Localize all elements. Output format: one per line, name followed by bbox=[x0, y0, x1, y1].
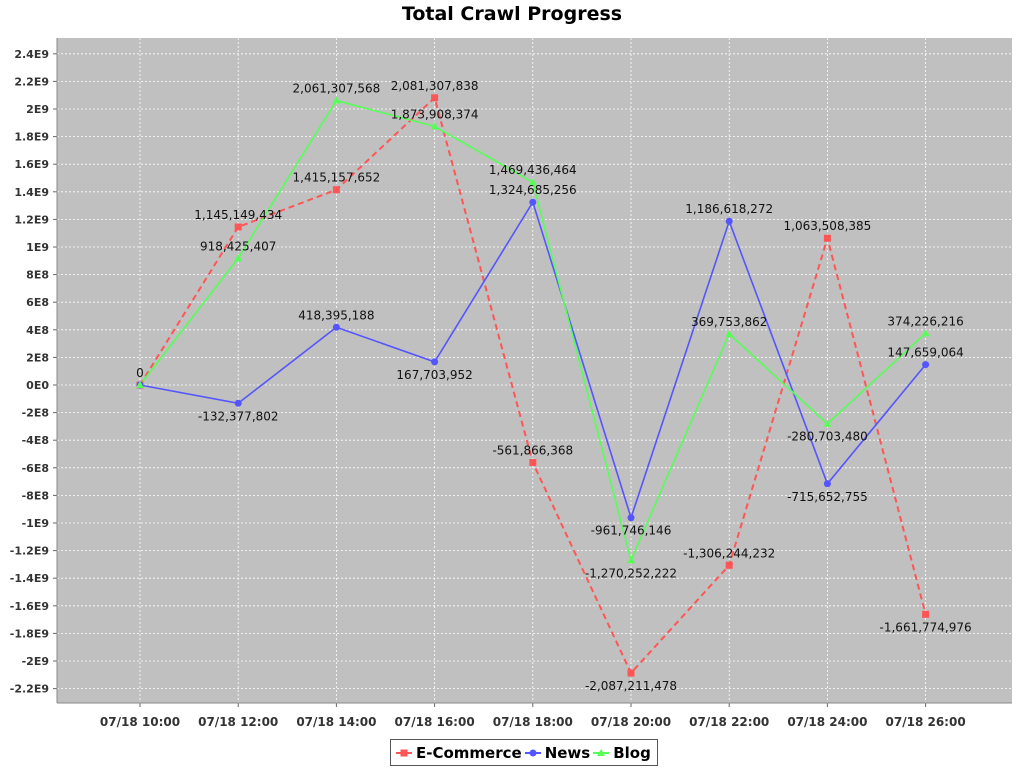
data-point-blog bbox=[430, 122, 439, 130]
y-tick-label: 4E8 bbox=[26, 324, 49, 337]
data-point-e-commerce bbox=[823, 234, 831, 242]
data-label-e-commerce: 1,145,149,434 bbox=[194, 208, 282, 222]
data-label-news: 1,324,685,256 bbox=[489, 183, 577, 197]
plot-area bbox=[57, 38, 1012, 703]
y-tick-label: 1E9 bbox=[26, 241, 49, 254]
legend-label-e-commerce: E-Commerce bbox=[416, 743, 522, 762]
data-point-e-commerce bbox=[922, 610, 930, 618]
data-label-news: 147,659,064 bbox=[887, 346, 963, 360]
y-tick-label: 0E0 bbox=[26, 379, 49, 392]
data-label-e-commerce: -1,306,244,232 bbox=[683, 546, 775, 560]
data-label-blog: -1,270,252,222 bbox=[585, 566, 677, 580]
data-point-e-commerce bbox=[234, 223, 242, 231]
data-label-blog: 1,873,908,374 bbox=[391, 107, 479, 121]
data-label-e-commerce: 2,081,307,838 bbox=[391, 79, 479, 93]
legend-label-news: News bbox=[544, 743, 591, 762]
data-point-blog bbox=[234, 254, 243, 262]
x-tick-label: 07/18 16:00 bbox=[395, 715, 475, 729]
data-label-blog: 374,226,216 bbox=[887, 314, 963, 328]
y-tick-label: -2E8 bbox=[22, 407, 49, 420]
legend-swatch-e-commerce bbox=[396, 749, 412, 756]
x-tick-label: 07/18 18:00 bbox=[493, 715, 573, 729]
y-tick-label: -2.2E9 bbox=[10, 683, 49, 696]
y-tick-label: -1E9 bbox=[22, 517, 49, 530]
y-tick-label: 2.2E9 bbox=[14, 75, 49, 88]
data-label-blog: 2,061,307,568 bbox=[293, 82, 381, 96]
legend-item-e-commerce: E-Commerce bbox=[395, 744, 522, 762]
y-tick-label: 1.4E9 bbox=[14, 186, 49, 199]
data-label-blog: -280,703,480 bbox=[787, 430, 868, 444]
data-label-blog: 918,425,407 bbox=[200, 239, 276, 253]
data-point-news bbox=[234, 399, 242, 407]
y-tick-label: -6E8 bbox=[22, 462, 49, 475]
data-point-blog bbox=[627, 556, 635, 564]
chart-title: Total Crawl Progress bbox=[401, 3, 623, 25]
y-tick-label: 2.4E9 bbox=[14, 48, 49, 61]
data-point-blog bbox=[332, 96, 341, 104]
data-label-e-commerce: -561,866,368 bbox=[492, 444, 573, 458]
data-point-e-commerce bbox=[431, 94, 439, 102]
x-tick-label: 07/18 14:00 bbox=[296, 715, 376, 729]
data-point-blog bbox=[725, 329, 734, 337]
x-tick-label: 07/18 20:00 bbox=[591, 715, 671, 729]
data-point-blog bbox=[528, 178, 537, 186]
data-label-e-commerce: -1,661,774,976 bbox=[880, 620, 972, 634]
y-tick-label: -4E8 bbox=[22, 434, 49, 447]
data-label-news: -715,652,755 bbox=[787, 490, 868, 504]
data-point-news bbox=[431, 358, 439, 366]
x-tick-label: 07/18 26:00 bbox=[886, 715, 966, 729]
data-point-e-commerce bbox=[529, 459, 537, 467]
data-point-news bbox=[529, 198, 537, 206]
legend-swatch-news bbox=[524, 749, 541, 756]
data-point-blog bbox=[823, 419, 832, 427]
y-tick-label: 8E8 bbox=[26, 269, 49, 282]
data-point-e-commerce bbox=[332, 186, 340, 194]
data-point-blog bbox=[136, 381, 144, 388]
y-tick-label: 2E8 bbox=[26, 351, 49, 364]
data-point-news bbox=[823, 480, 831, 488]
data-point-news bbox=[627, 514, 635, 522]
data-point-news bbox=[725, 217, 733, 225]
x-tick-label: 07/18 10:00 bbox=[100, 715, 180, 729]
data-label-news: 418,395,188 bbox=[298, 308, 374, 322]
data-point-e-commerce bbox=[627, 669, 635, 677]
y-tick-label: -1.2E9 bbox=[10, 545, 49, 558]
data-label-news: -961,746,146 bbox=[591, 524, 672, 538]
y-tick-label: -8E8 bbox=[22, 489, 49, 502]
data-label-news: -132,377,802 bbox=[198, 409, 279, 423]
y-tick-label: 1.6E9 bbox=[14, 158, 49, 171]
data-label-blog: 1,469,436,464 bbox=[489, 163, 577, 177]
legend-item-news: News bbox=[524, 743, 591, 762]
line-chart: 2.4E9 2.2E9 2E9 1.8E9 1.6E9 1.4E9 1.2E9 1E9 8E8 6… bbox=[10, 38, 1012, 729]
x-tick-label: 07/18 12:00 bbox=[198, 715, 278, 729]
data-label-news: 167,703,952 bbox=[396, 368, 472, 382]
data-label-e-commerce: -2,087,211,478 bbox=[585, 679, 677, 693]
y-tick-label: 2E9 bbox=[26, 103, 49, 116]
x-tick-label: 07/18 22:00 bbox=[689, 715, 769, 729]
x-tick-label: 07/18 24:00 bbox=[787, 715, 867, 729]
legend-swatch-blog bbox=[593, 748, 610, 756]
y-tick-label: -1.4E9 bbox=[10, 572, 49, 585]
data-label-e-commerce: 1,415,157,652 bbox=[293, 171, 381, 185]
data-point-blog bbox=[921, 329, 930, 337]
y-tick-label: -1.8E9 bbox=[10, 627, 49, 640]
data-point-e-commerce bbox=[725, 561, 733, 569]
data-label-e-commerce: 0 bbox=[136, 366, 144, 380]
data-point-news bbox=[332, 323, 340, 331]
y-tick-label: 1.8E9 bbox=[14, 131, 49, 144]
data-point-news bbox=[922, 361, 930, 369]
y-tick-label: 1.2E9 bbox=[14, 213, 49, 226]
y-tick-label: 6E8 bbox=[26, 296, 49, 309]
chart-legend: E-Commerce News Blog bbox=[390, 739, 658, 766]
data-label-news: 1,186,618,272 bbox=[685, 202, 773, 216]
legend-item-blog: Blog bbox=[592, 744, 651, 762]
data-label-blog: 369,753,862 bbox=[691, 315, 767, 329]
y-tick-label: -1.6E9 bbox=[10, 600, 49, 613]
data-label-e-commerce: 1,063,508,385 bbox=[784, 219, 872, 233]
y-tick-label: -2E9 bbox=[22, 655, 49, 668]
legend-label-blog: Blog bbox=[613, 743, 651, 762]
